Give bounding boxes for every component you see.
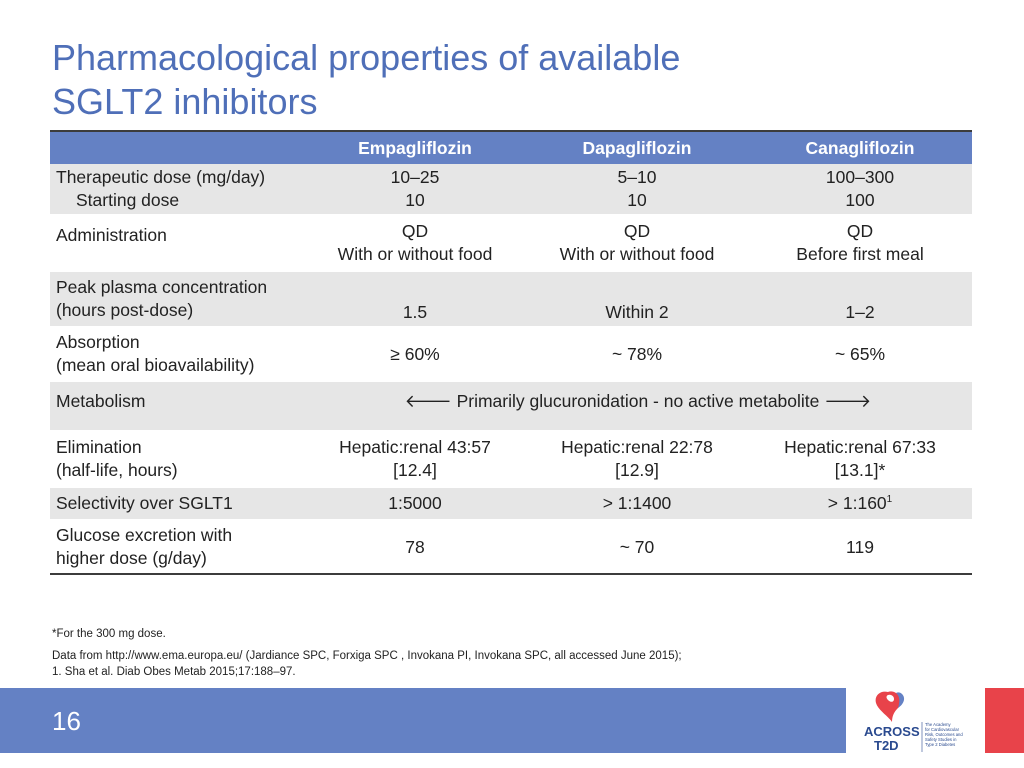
row-label: Metabolism — [50, 381, 304, 431]
slide-title-line-2: SGLT2 inhibitors — [52, 81, 318, 122]
header-dapagliflozin: Dapagliflozin — [526, 130, 748, 164]
row-label: Therapeutic dose (mg/day) Starting dose — [50, 164, 304, 215]
cell-empagliflozin: Hepatic:renal 43:57 [12.4] — [304, 431, 526, 487]
slide-title: Pharmacological properties of available … — [52, 36, 952, 124]
logo-tagline: The Academy for Cardiovascular Risk, Out… — [925, 722, 963, 747]
cell-empagliflozin: ≥ 60% — [304, 327, 526, 381]
logo-name-2: T2D — [874, 738, 899, 753]
logo-name: ACROSS — [864, 724, 920, 739]
footnotes: *For the 300 mg dose. Data from http://w… — [52, 626, 682, 680]
cell-canagliflozin: ~ 65% — [748, 327, 972, 381]
svg-text:Type 2 Diabetes: Type 2 Diabetes — [925, 742, 955, 747]
footer-bar — [0, 688, 846, 753]
row-label: Absorption (mean oral bioavailability) — [50, 327, 304, 381]
table-row-glucose-excretion: Glucose excretion with higher dose (g/day… — [50, 520, 972, 575]
cell-canagliflozin: 100–300 100 — [748, 164, 972, 215]
svg-text:Risk, Outcomes and: Risk, Outcomes and — [925, 732, 963, 737]
header-parameter — [50, 130, 304, 164]
cell-canagliflozin: QD Before first meal — [748, 215, 972, 271]
svg-text:The Academy: The Academy — [925, 722, 952, 727]
header-canagliflozin: Canagliflozin — [748, 130, 972, 164]
cell-dapagliflozin: > 1:1400 — [526, 487, 748, 520]
cell-canagliflozin: 119 — [748, 520, 972, 575]
cell-dapagliflozin: Within 2 — [526, 271, 748, 327]
footnote-reference: 1. Sha et al. Diab Obes Metab 2015;17:18… — [52, 666, 296, 678]
header-empagliflozin: Empagliflozin — [304, 130, 526, 164]
cell-empagliflozin: 1:5000 — [304, 487, 526, 520]
footnote-source: Data from http://www.ema.europa.eu/ (Jar… — [52, 650, 682, 662]
table-row-metabolism: Metabolism 🡐 Primarily glucuronidation -… — [50, 381, 972, 431]
footnote-ref: 1 — [886, 494, 893, 506]
cell-empagliflozin: 1.5 — [304, 271, 526, 327]
red-accent-block — [985, 688, 1024, 753]
table-row-peak-plasma: Peak plasma concentration (hours post-dos… — [50, 271, 972, 327]
row-label: Elimination (half-life, hours) — [50, 431, 304, 487]
page-number: 16 — [52, 706, 81, 736]
row-label: Peak plasma concentration (hours post-dos… — [50, 271, 304, 327]
cell-empagliflozin: 78 — [304, 520, 526, 575]
row-label: Selectivity over SGLT1 — [50, 487, 304, 520]
cell-dapagliflozin: ~ 70 — [526, 520, 748, 575]
table-row-selectivity: Selectivity over SGLT1 1:5000 > 1:1400 >… — [50, 487, 972, 520]
cell-dapagliflozin: ~ 78% — [526, 327, 748, 381]
cell-metabolism-span: 🡐 Primarily glucuronidation - no active … — [304, 381, 972, 431]
table-row-elimination: Elimination (half-life, hours) Hepatic:re… — [50, 431, 972, 487]
row-label: Administration — [50, 215, 304, 271]
cell-canagliflozin: > 1:1601 — [748, 487, 972, 520]
table-row-administration: Administration QD With or without food QD… — [50, 215, 972, 271]
across-t2d-logo: ACROSS T2D The Academy for Cardiovascula… — [864, 691, 963, 753]
cell-dapagliflozin: 5–10 10 — [526, 164, 748, 215]
svg-text:for Cardiovascular: for Cardiovascular — [925, 727, 960, 732]
cell-canagliflozin: 1–2 — [748, 271, 972, 327]
slide-title-line-1: Pharmacological properties of available — [52, 37, 681, 78]
svg-text:Safety Studies in: Safety Studies in — [925, 737, 957, 742]
table-row-therapeutic-dose: Therapeutic dose (mg/day) Starting dose … — [50, 164, 972, 215]
cell-dapagliflozin: QD With or without food — [526, 215, 748, 271]
cell-empagliflozin: QD With or without food — [304, 215, 526, 271]
cell-canagliflozin: Hepatic:renal 67:33 [13.1]* — [748, 431, 972, 487]
cell-empagliflozin: 10–25 10 — [304, 164, 526, 215]
row-label: Glucose excretion with higher dose (g/day… — [50, 520, 304, 575]
footnote-dose: *For the 300 mg dose. — [52, 628, 166, 640]
table-header-row: Empagliflozin Dapagliflozin Canagliflozi… — [50, 130, 972, 164]
cell-dapagliflozin: Hepatic:renal 22:78 [12.9] — [526, 431, 748, 487]
pharmacology-table: Empagliflozin Dapagliflozin Canagliflozi… — [50, 130, 972, 575]
heart-logo-icon — [875, 691, 905, 722]
table-row-absorption: Absorption (mean oral bioavailability) ≥ … — [50, 327, 972, 381]
